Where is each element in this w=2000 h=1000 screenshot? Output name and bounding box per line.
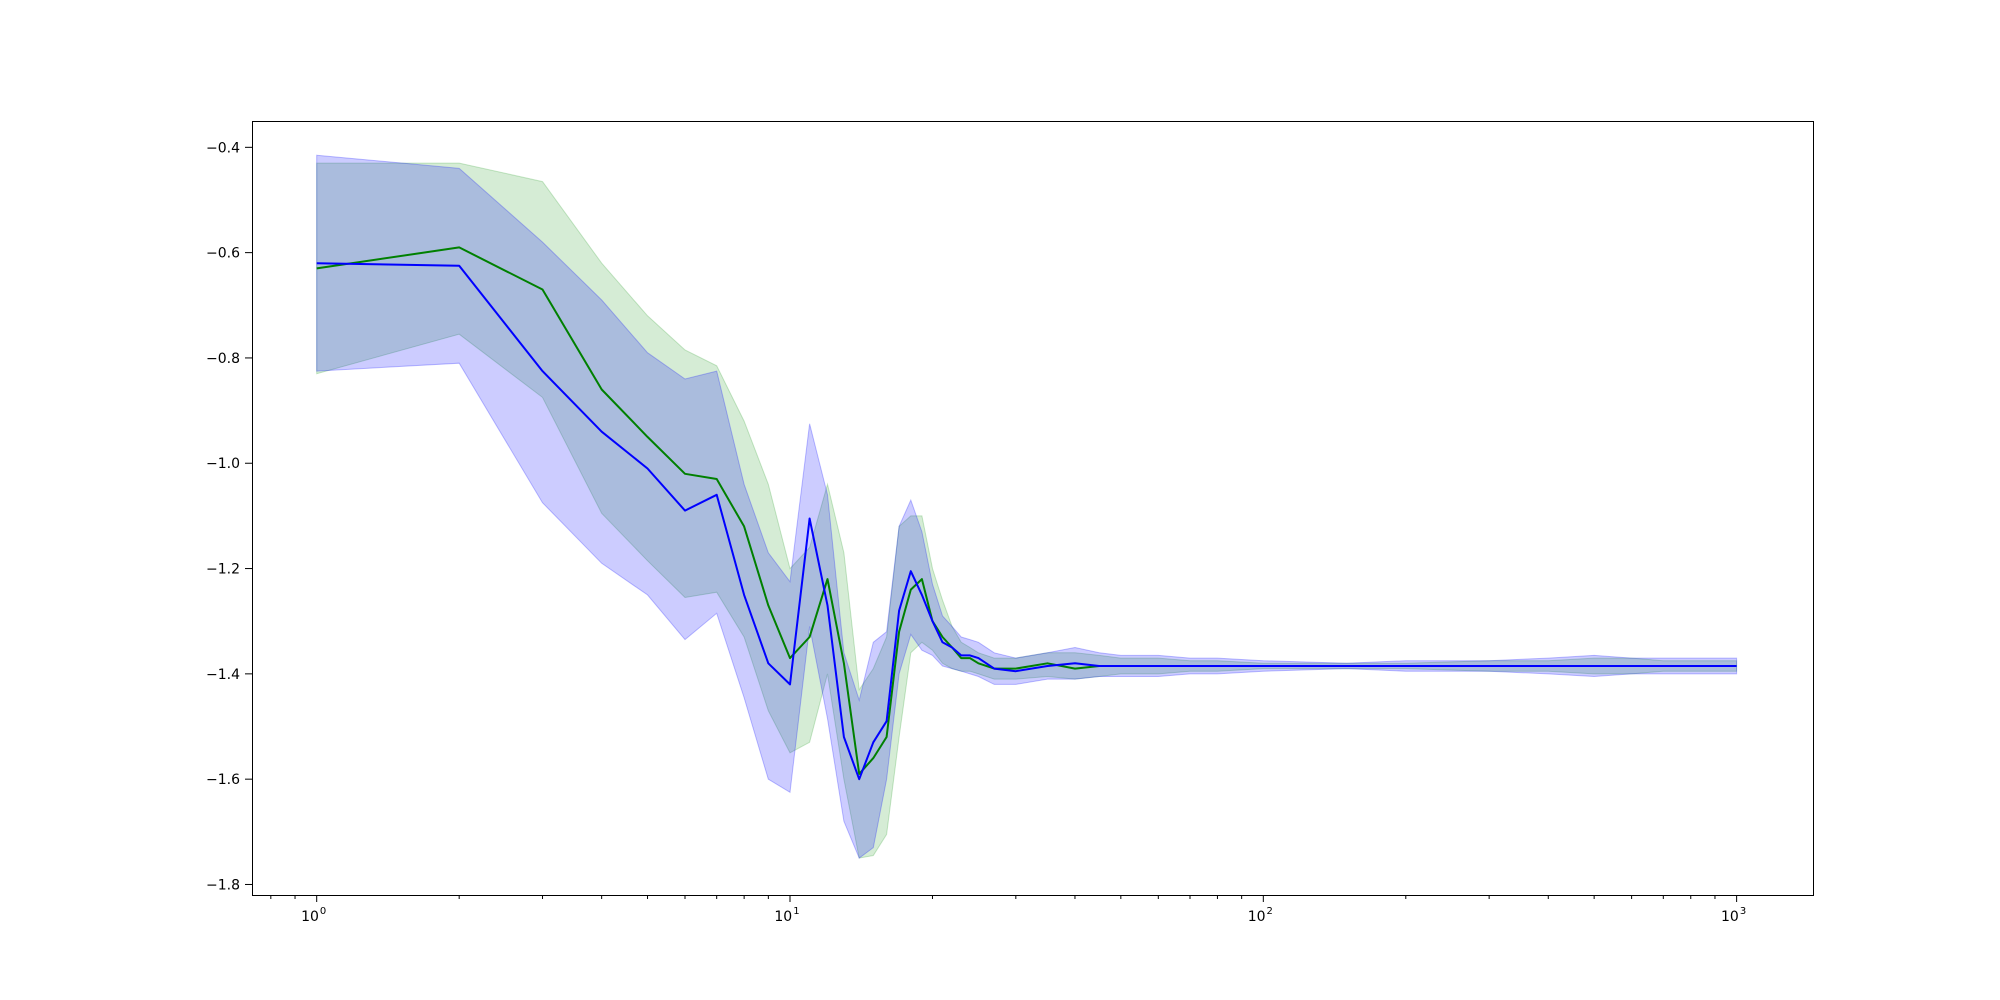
- y-tick-label: −0.4: [206, 140, 240, 156]
- y-tick-label: −1.8: [206, 877, 240, 893]
- confidence-bands: [316, 154, 1738, 859]
- series-2-band: [316, 154, 1738, 859]
- series-lines: [316, 246, 1737, 781]
- y-tick-label: −1.0: [206, 456, 240, 472]
- series-2-line: [316, 262, 1737, 781]
- y-tick-label: −0.6: [206, 246, 240, 262]
- axes-frame: [252, 121, 1814, 896]
- series-1-band: [316, 162, 1738, 859]
- y-tick-label: −1.2: [206, 562, 240, 578]
- y-tick-label: −1.4: [206, 667, 240, 683]
- y-tick-label: −0.8: [206, 351, 240, 367]
- y-axis: −0.4 −0.6 −0.8 −1.0 −1.2 −1.4 −1.6 −1.8: [206, 140, 252, 893]
- y-tick-label: −1.6: [206, 772, 240, 788]
